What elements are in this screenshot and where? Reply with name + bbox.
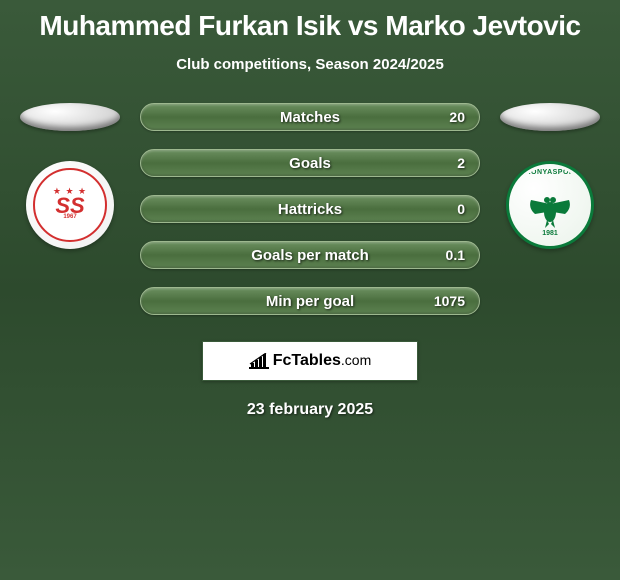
club-name-right: KONYASPOR	[518, 169, 582, 176]
stat-value: 0.1	[446, 247, 465, 263]
stat-label: Hattricks	[278, 201, 342, 218]
subtitle: Club competitions, Season 2024/2025	[0, 56, 620, 73]
stat-label: Goals	[289, 155, 331, 172]
stat-label: Matches	[280, 109, 340, 126]
stats-bars: Matches 20 Goals 2 Hattricks 0 Goals per…	[140, 103, 480, 315]
player-oval-left	[20, 103, 120, 131]
sivasspor-badge: ★ ★ ★ SS 1967	[33, 168, 107, 242]
stat-value: 20	[449, 109, 465, 125]
stat-value: 2	[457, 155, 465, 171]
chart-icon	[249, 353, 269, 369]
eagle-icon	[525, 190, 575, 230]
stat-row-hattricks: Hattricks 0	[140, 195, 480, 223]
club-logo-right: KONYASPOR	[506, 161, 594, 249]
club-year-right: 1981	[542, 230, 558, 237]
stat-label: Min per goal	[266, 293, 354, 310]
stat-label: Goals per match	[251, 247, 369, 264]
stat-row-matches: Matches 20	[140, 103, 480, 131]
player-oval-right	[500, 103, 600, 131]
konyaspor-badge: KONYASPOR	[512, 167, 588, 243]
brand-name: FcTables	[273, 352, 341, 369]
club-logo-left: ★ ★ ★ SS 1967	[26, 161, 114, 249]
date-text: 23 february 2025	[0, 401, 620, 419]
page-title: Muhammed Furkan Isik vs Marko Jevtovic	[0, 0, 620, 42]
stat-value: 0	[457, 201, 465, 217]
brand-badge[interactable]: FcTables.com	[202, 341, 418, 381]
brand-suffix: .com	[341, 352, 371, 368]
club-monogram-left: SS	[55, 197, 84, 216]
main-row: ★ ★ ★ SS 1967 Matches 20 Goals 2 Hattric…	[0, 103, 620, 315]
comparison-card: Muhammed Furkan Isik vs Marko Jevtovic C…	[0, 0, 620, 580]
stat-row-min-per-goal: Min per goal 1075	[140, 287, 480, 315]
right-side: KONYASPOR	[500, 103, 600, 249]
stat-value: 1075	[434, 293, 465, 309]
stat-row-goals-per-match: Goals per match 0.1	[140, 241, 480, 269]
left-side: ★ ★ ★ SS 1967	[20, 103, 120, 249]
brand-text: FcTables.com	[273, 352, 372, 370]
stat-row-goals: Goals 2	[140, 149, 480, 177]
